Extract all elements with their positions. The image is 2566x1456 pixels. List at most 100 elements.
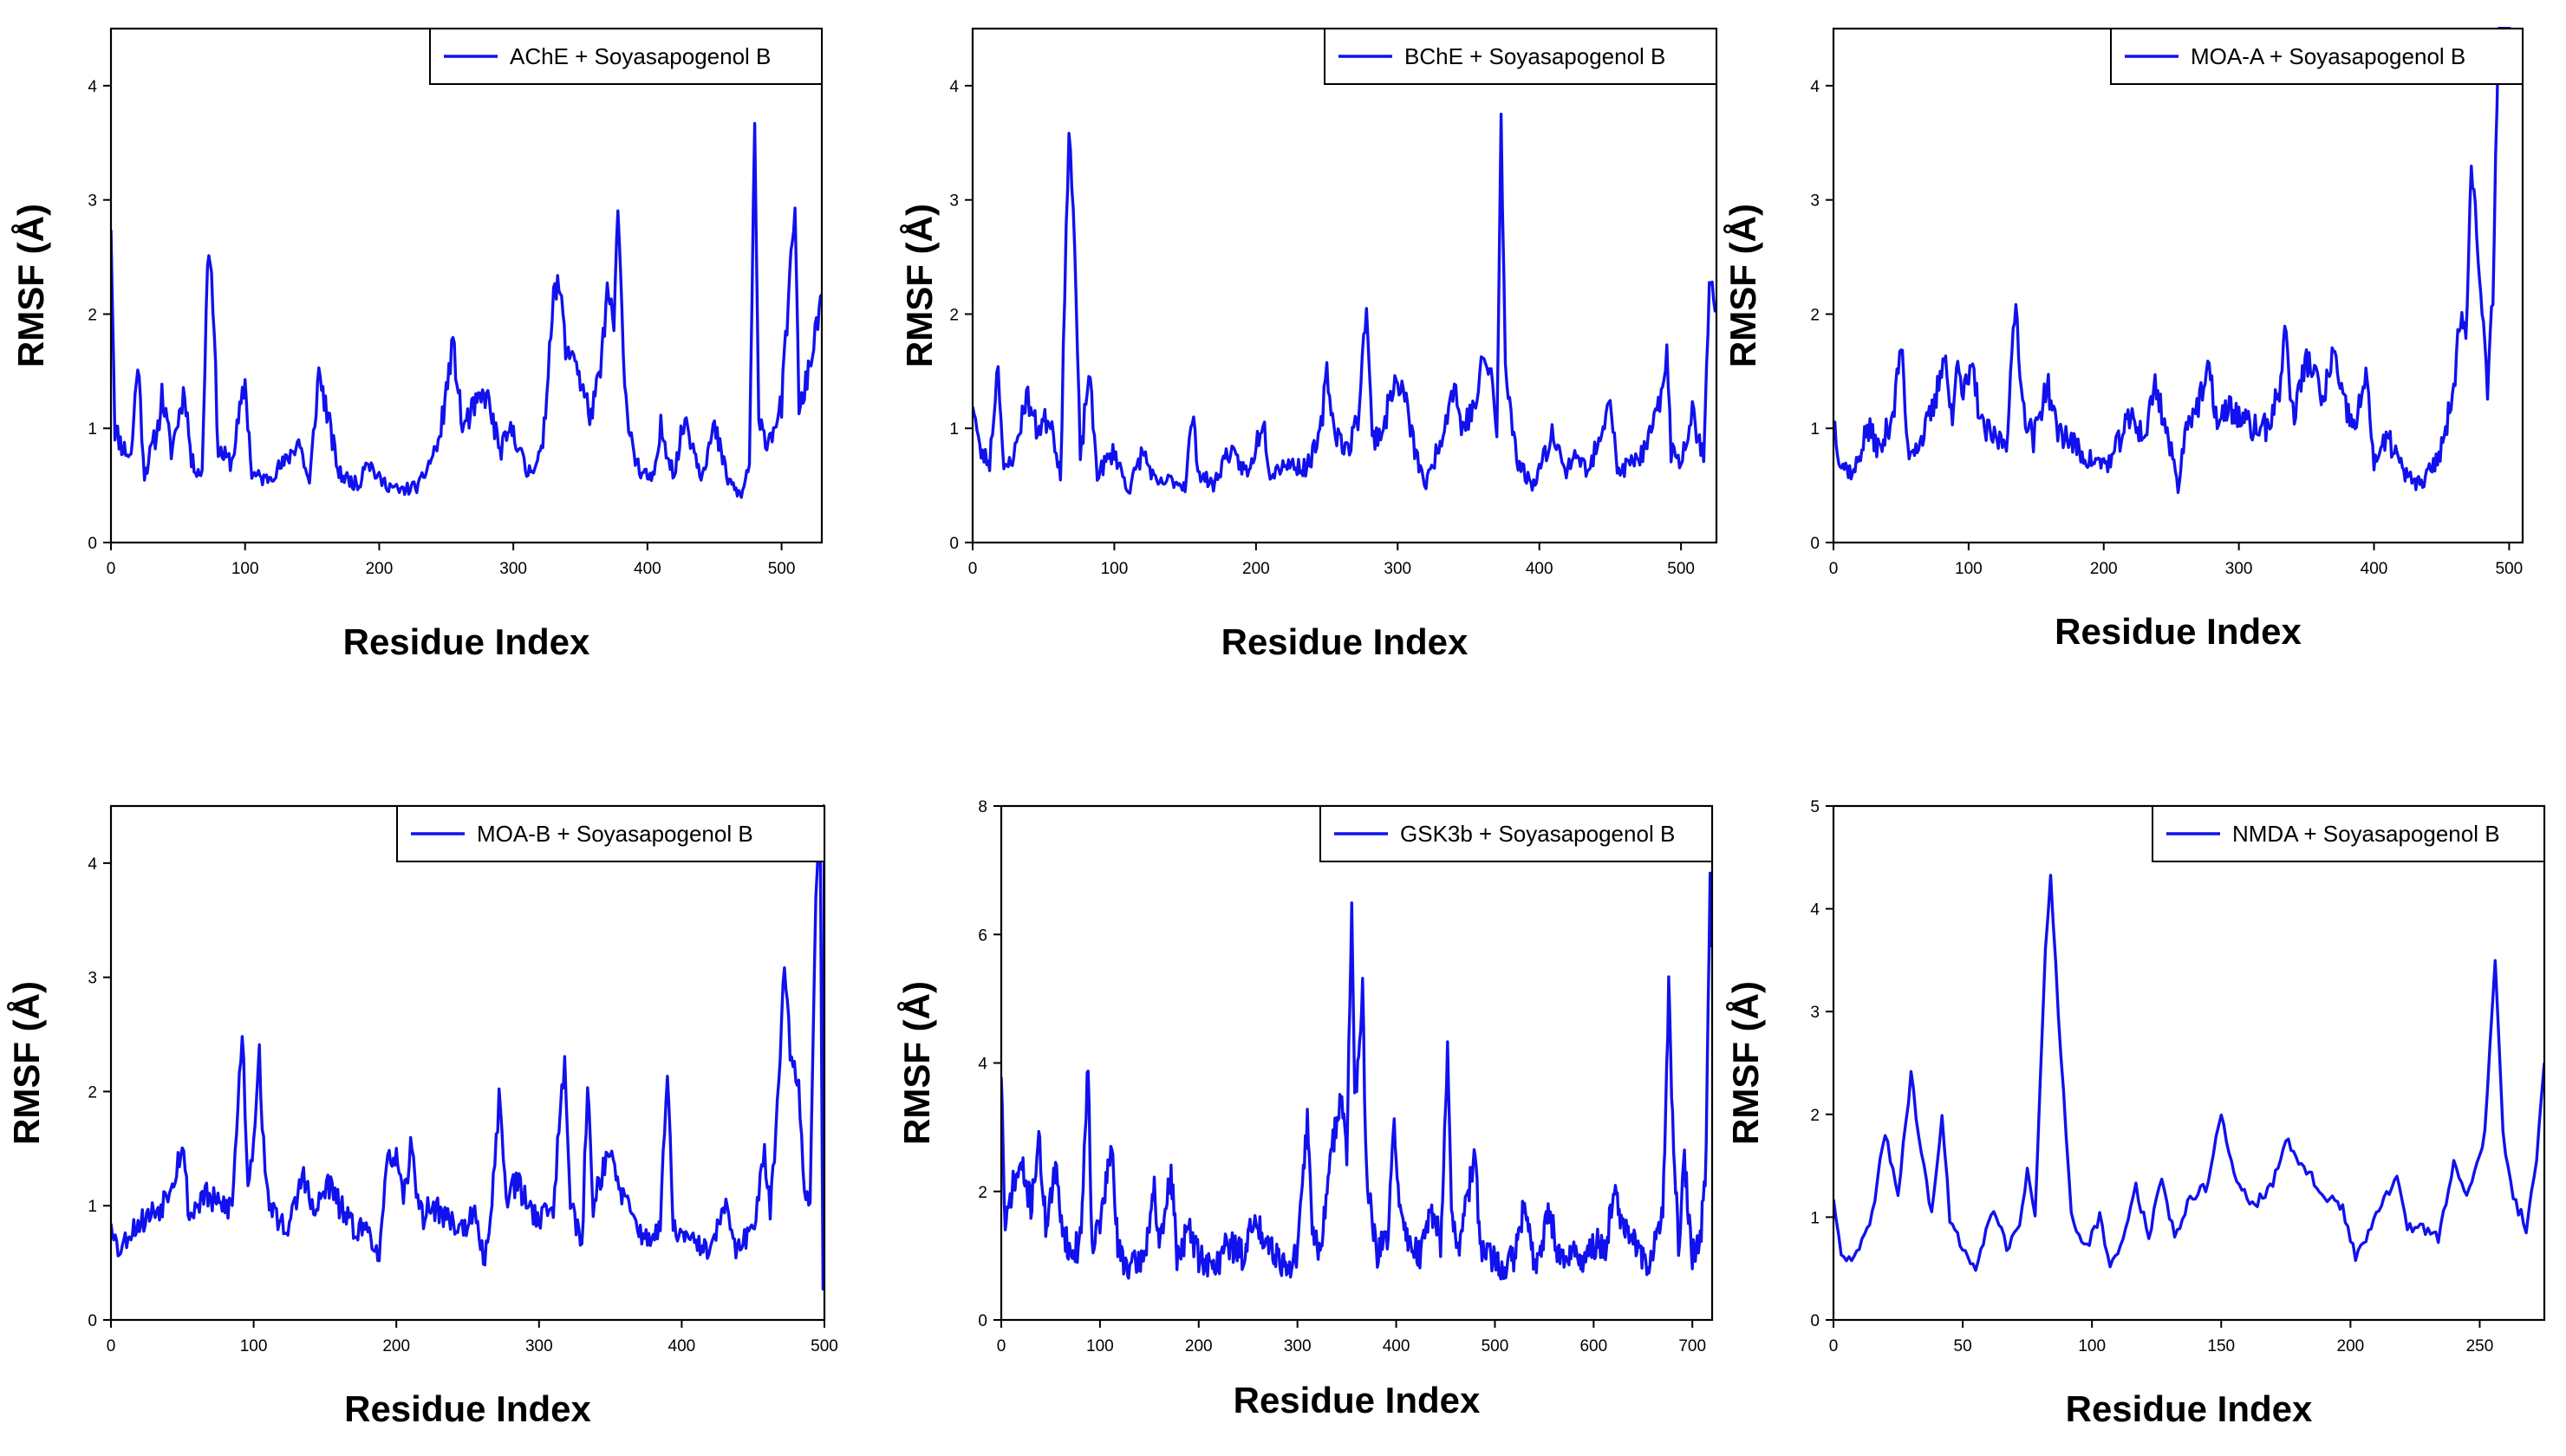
legend: BChE + Soyasapogenol B xyxy=(1324,28,1717,85)
y-tick-label: 4 xyxy=(1810,901,1820,920)
x-tick-label: 500 xyxy=(2496,560,2524,578)
x-tick-label: 400 xyxy=(1383,1337,1410,1355)
y-tick-label: 0 xyxy=(1810,1312,1820,1330)
y-axis-title: RMSF (Å) xyxy=(899,204,940,367)
legend: MOA-A + Soyasapogenol B xyxy=(2110,28,2524,85)
legend-label: MOA-B + Soyasapogenol B xyxy=(477,821,753,847)
series-line xyxy=(111,121,822,499)
y-tick-label: 3 xyxy=(1810,1004,1820,1022)
y-tick-label: 4 xyxy=(88,855,97,874)
y-tick-label: 5 xyxy=(1810,798,1820,816)
y-axis-title: RMSF (Å) xyxy=(10,204,51,367)
x-tick-label: 50 xyxy=(1954,1337,1972,1355)
series-line xyxy=(1833,27,2523,494)
x-tick-label: 100 xyxy=(1955,560,1983,578)
x-tick-label: 150 xyxy=(2207,1337,2235,1355)
x-tick-label: 100 xyxy=(240,1337,268,1355)
y-tick-label: 2 xyxy=(1810,306,1820,324)
x-tick-label: 500 xyxy=(1482,1337,1509,1355)
x-tick-label: 600 xyxy=(1579,1337,1607,1355)
y-tick-label: 0 xyxy=(978,1312,987,1330)
x-tick-label: 400 xyxy=(634,560,661,578)
y-tick-label: 1 xyxy=(949,420,959,439)
y-tick-label: 0 xyxy=(88,535,97,553)
x-tick-label: 500 xyxy=(768,560,796,578)
y-axis-title: RMSF (Å) xyxy=(6,981,47,1145)
y-axis-title: RMSF (Å) xyxy=(1723,204,1763,367)
x-tick-label: 0 xyxy=(997,1337,1006,1355)
x-axis-title: Residue Index xyxy=(2055,611,2302,652)
x-tick-label: 0 xyxy=(1829,560,1839,578)
x-tick-label: 300 xyxy=(525,1337,553,1355)
x-axis-title: Residue Index xyxy=(344,1388,591,1429)
y-tick-label: 4 xyxy=(949,78,959,96)
y-tick-label: 4 xyxy=(1810,78,1820,96)
x-axis-title: Residue Index xyxy=(2066,1388,2313,1429)
series-line xyxy=(111,804,824,1291)
y-tick-label: 1 xyxy=(88,420,97,439)
x-tick-label: 300 xyxy=(2225,560,2253,578)
legend: GSK3b + Soyasapogenol B xyxy=(1319,805,1713,862)
x-tick-label: 700 xyxy=(1678,1337,1706,1355)
legend-label: NMDA + Soyasapogenol B xyxy=(2232,821,2500,847)
legend: NMDA + Soyasapogenol B xyxy=(2152,805,2545,862)
x-tick-label: 400 xyxy=(668,1337,696,1355)
x-tick-label: 100 xyxy=(2078,1337,2106,1355)
legend-label: GSK3b + Soyasapogenol B xyxy=(1400,821,1675,847)
legend: AChE + Soyasapogenol B xyxy=(429,28,823,85)
x-tick-label: 200 xyxy=(382,1337,410,1355)
x-tick-label: 100 xyxy=(1101,560,1129,578)
x-tick-label: 300 xyxy=(499,560,527,578)
y-tick-label: 2 xyxy=(1810,1107,1820,1125)
x-tick-label: 300 xyxy=(1384,560,1411,578)
x-axis-title: Residue Index xyxy=(1221,621,1469,662)
y-tick-label: 2 xyxy=(88,306,97,324)
y-tick-label: 2 xyxy=(88,1083,97,1102)
x-tick-label: 200 xyxy=(1242,560,1270,578)
x-tick-label: 300 xyxy=(1284,1337,1312,1355)
x-tick-label: 0 xyxy=(107,1337,116,1355)
y-tick-label: 0 xyxy=(949,535,959,553)
legend-label: AChE + Soyasapogenol B xyxy=(510,43,771,69)
series-line xyxy=(973,113,1716,495)
y-tick-label: 4 xyxy=(88,78,97,96)
y-tick-label: 4 xyxy=(978,1056,987,1074)
x-tick-label: 0 xyxy=(107,560,116,578)
y-axis-title: RMSF (Å) xyxy=(896,981,937,1145)
x-axis-title: Residue Index xyxy=(343,621,590,662)
x-tick-label: 200 xyxy=(1185,1337,1213,1355)
x-tick-label: 250 xyxy=(2466,1337,2494,1355)
x-tick-label: 200 xyxy=(2090,560,2118,578)
x-tick-label: 200 xyxy=(366,560,394,578)
y-tick-label: 3 xyxy=(949,192,959,211)
y-tick-label: 6 xyxy=(978,926,987,945)
y-tick-label: 3 xyxy=(1810,192,1820,211)
x-tick-label: 500 xyxy=(811,1337,838,1355)
y-tick-label: 2 xyxy=(978,1184,987,1202)
x-tick-label: 100 xyxy=(231,560,259,578)
y-tick-label: 2 xyxy=(949,306,959,324)
x-tick-label: 0 xyxy=(968,560,978,578)
series-line xyxy=(1833,874,2544,1272)
y-tick-label: 3 xyxy=(88,970,97,988)
x-tick-label: 100 xyxy=(1086,1337,1114,1355)
y-tick-label: 1 xyxy=(1810,420,1820,439)
x-tick-label: 500 xyxy=(1667,560,1695,578)
y-tick-label: 1 xyxy=(88,1198,97,1216)
x-tick-label: 0 xyxy=(1829,1337,1839,1355)
legend-label: BChE + Soyasapogenol B xyxy=(1404,43,1665,69)
y-tick-label: 8 xyxy=(978,798,987,816)
x-tick-label: 400 xyxy=(2361,560,2388,578)
x-tick-label: 200 xyxy=(2337,1337,2365,1355)
series-line xyxy=(1001,871,1712,1281)
y-tick-label: 3 xyxy=(88,192,97,211)
x-axis-title: Residue Index xyxy=(1234,1380,1481,1420)
y-axis-title: RMSF (Å) xyxy=(1725,981,1766,1145)
